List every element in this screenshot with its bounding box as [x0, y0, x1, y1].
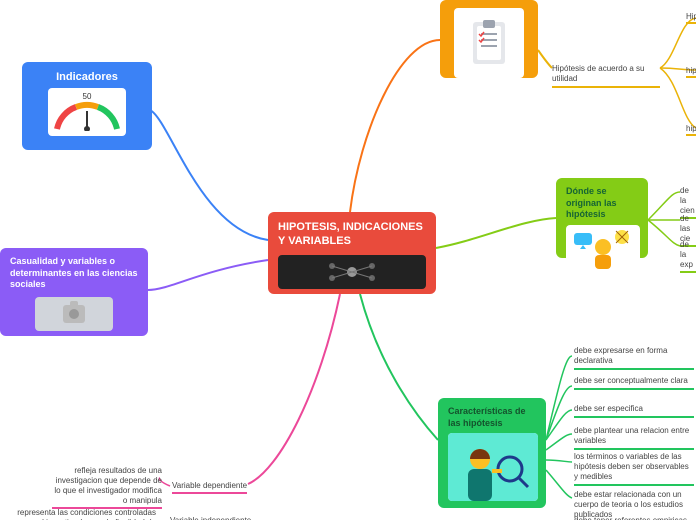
caracteristicas-image — [448, 433, 538, 501]
utilidad-leaf: Hipó — [686, 12, 696, 24]
clipboard-node — [440, 0, 538, 78]
variable-desc: refleja resultados de una investigacion … — [52, 466, 162, 509]
caracteristica-leaf: los términos o variables de las hipótesi… — [574, 452, 694, 486]
variable-type: Variable dependiente — [172, 481, 247, 494]
clipboard-icon — [454, 8, 524, 78]
utilidad-leaf: hipóte — [686, 66, 696, 78]
caracteristicas-title: Características de las hipótesis — [448, 406, 536, 429]
indicadores-node: Indicadores 50 — [22, 62, 152, 150]
caracteristica-leaf: debe ser especifica — [574, 404, 694, 418]
caracteristica-leaf: debe expresarse en forma declarativa — [574, 346, 694, 370]
gauge-icon: 50 — [48, 88, 126, 136]
origen-image — [566, 225, 640, 269]
caracteristica-leaf: debe tener referentes empiricas — [574, 516, 694, 520]
caracteristica-leaf: debe plantear una relacion entre variabl… — [574, 426, 694, 450]
casualidad-node: Casualidad y variables o determinantes e… — [0, 248, 148, 336]
utilidad-leaf: hipóte — [686, 124, 696, 136]
central-node: HIPOTESIS, INDICACIONES Y VARIABLES — [268, 212, 436, 294]
origen-node: Dónde se originan las hipótesis — [556, 178, 648, 258]
origen-leaf: de la exp — [680, 240, 696, 273]
central-title: HIPOTESIS, INDICACIONES Y VARIABLES — [278, 220, 426, 249]
gauge-value: 50 — [52, 92, 122, 101]
casualidad-image — [35, 297, 113, 331]
variable-type: Variable independiente — [170, 516, 251, 520]
caracteristicas-node: Características de las hipótesis — [438, 398, 546, 508]
variable-desc: representa las condiciones controladas p… — [16, 508, 156, 520]
mindmap-canvas: { "central": { "title": "HIPOTESIS, INDI… — [0, 0, 696, 520]
caracteristica-leaf: debe ser conceptualmente clara — [574, 376, 694, 390]
indicadores-title: Indicadores — [32, 70, 142, 84]
origen-title: Dónde se originan las hipótesis — [566, 186, 638, 221]
camera-icon — [63, 305, 85, 323]
casualidad-title: Casualidad y variables o determinantes e… — [10, 256, 138, 291]
utilidad-label: Hipótesis de acuerdo a su utilidad — [552, 64, 660, 88]
central-image — [278, 255, 426, 289]
